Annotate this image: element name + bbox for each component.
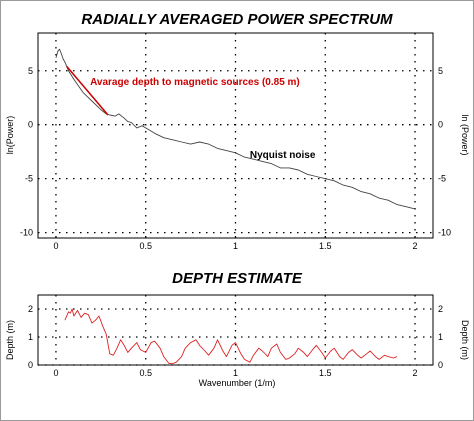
bottom-y-tick-label-right: 1: [438, 332, 443, 342]
top-chart-annotations: Avarage depth to magnetic sources (0.85 …: [90, 77, 316, 161]
bottom-chart-ylabel-right: Depth (m): [460, 320, 470, 360]
top-series-1-line: [66, 65, 109, 116]
top-y-tick-label-right: 0: [438, 120, 443, 130]
top-y-tick-label-left: 5: [28, 66, 33, 76]
bottom-y-tick-label-left: 2: [28, 304, 33, 314]
bottom-x-tick-label: 1: [233, 368, 238, 378]
top-chart-plot-area: [37, 32, 434, 239]
top-y-tick-label-left: -10: [20, 228, 33, 238]
bottom-x-tick-label: 0.5: [139, 368, 152, 378]
top-annotation: Avarage depth to magnetic sources (0.85 …: [90, 77, 300, 88]
top-y-tick-label-right: 5: [438, 66, 443, 76]
bottom-y-tick-label-right: 0: [438, 360, 443, 370]
bottom-chart-series: [64, 308, 398, 365]
bottom-y-tick-label-left: 1: [28, 332, 33, 342]
bottom-x-tick-label: 0: [53, 368, 58, 378]
bottom-y-tick-label-left: 0: [28, 360, 33, 370]
bottom-x-tick-label: 1.5: [319, 368, 332, 378]
top-chart-ticks: 0 0.5 1 1.5 2 5 5 0 0 -5 -5 -10 -10: [20, 66, 451, 251]
top-chart-title: RADIALLY AVERAGED POWER SPECTRUM: [81, 11, 393, 28]
bottom-chart-title: DEPTH ESTIMATE: [172, 270, 303, 287]
top-series-0-line: [55, 48, 416, 210]
top-chart-series: [55, 48, 416, 210]
top-chart-grid: [38, 33, 433, 238]
top-x-tick-label: 0.5: [139, 241, 152, 251]
top-y-tick-label-right: -5: [438, 174, 446, 184]
bottom-chart-xlabel: Wavenumber (1/m): [199, 378, 276, 388]
bottom-chart-ylabel-left: Depth (m): [5, 320, 15, 360]
top-x-tick-label: 1: [233, 241, 238, 251]
bottom-chart-ticks: 0 0.5 1 1.5 2 2 2 1 1 0 0: [28, 304, 443, 378]
top-x-tick-label: 2: [413, 241, 418, 251]
bottom-y-tick-label-right: 2: [438, 304, 443, 314]
top-chart-ylabel-right: ln (Power): [460, 114, 470, 155]
bottom-x-tick-label: 2: [413, 368, 418, 378]
top-y-tick-label-left: 0: [28, 120, 33, 130]
top-chart-ylabel-left: ln(Power): [5, 116, 15, 155]
top-y-tick-label-right: -10: [438, 228, 451, 238]
top-annotation: Nyquist noise: [250, 150, 316, 161]
top-x-tick-label: 0: [53, 241, 58, 251]
bottom-series-0-line: [64, 308, 398, 365]
bottom-chart-grid: [38, 295, 433, 366]
top-y-tick-label-left: -5: [25, 174, 33, 184]
top-x-tick-label: 1.5: [319, 241, 332, 251]
